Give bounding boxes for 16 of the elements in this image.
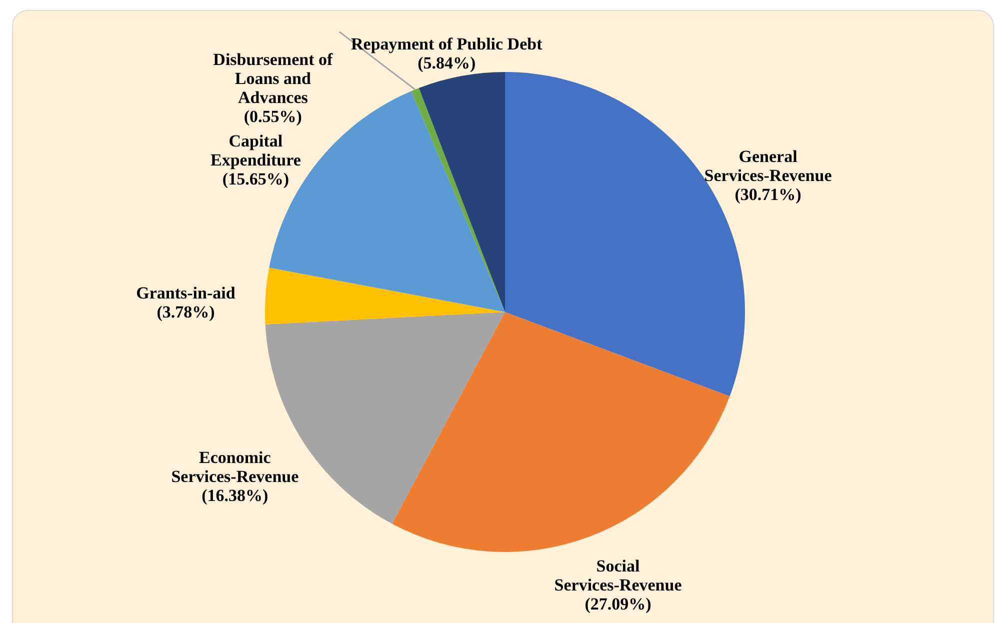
data-label: (0.55%) <box>244 106 302 126</box>
slice-label: Grants-in-aid <box>136 284 236 303</box>
slice-label: General Services-Revenue <box>704 147 832 186</box>
data-label: (16.38%) <box>202 486 268 505</box>
slice-label: Disbursement of Loans and Advances <box>213 50 333 107</box>
pie-slice <box>265 268 505 324</box>
slice-label: Repayment of Public Debt <box>351 34 543 54</box>
pie-slice <box>392 312 730 552</box>
data-label: (3.78%) <box>156 302 215 322</box>
slice-label: Economic Services-Revenue <box>171 448 300 486</box>
slice-label: Social Services-Revenue <box>554 556 682 594</box>
data-label: (5.84%) <box>418 54 476 73</box>
data-label: (30.71%) <box>734 185 802 204</box>
data-label: (27.09%) <box>584 594 652 614</box>
slice-label: Capital Expenditure <box>210 131 302 170</box>
data-label: (15.65%) <box>222 169 289 188</box>
